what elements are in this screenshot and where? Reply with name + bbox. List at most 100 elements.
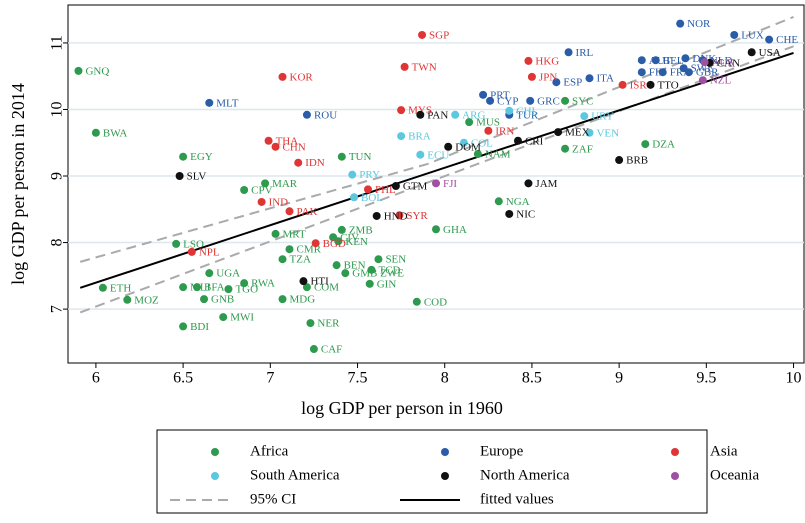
legend-label: Europe (480, 443, 524, 459)
point-label: GHA (443, 224, 467, 236)
point (397, 106, 406, 115)
point (372, 211, 381, 220)
point-label: SYC (572, 95, 593, 107)
point-label: FIN (649, 67, 667, 79)
point-label: AUS (712, 57, 734, 69)
y-axis-label: log GDP per person in 2014 (8, 83, 28, 285)
x-tick-label: 8.5 (522, 370, 542, 387)
point (193, 283, 202, 292)
point (658, 68, 667, 77)
point (278, 295, 287, 304)
point-label: TTO (658, 79, 679, 91)
point (637, 56, 646, 65)
point-label: NIC (516, 208, 535, 220)
point-label: DOM (455, 141, 481, 153)
x-tick-label: 6.5 (173, 370, 193, 387)
point (337, 152, 346, 161)
point-label: BRB (626, 155, 648, 167)
point (395, 211, 404, 220)
point (484, 126, 493, 135)
point (526, 96, 535, 105)
point (700, 58, 709, 67)
point-label: COM (314, 282, 339, 294)
point (451, 110, 460, 119)
legend-label: Asia (710, 443, 738, 459)
point (261, 179, 270, 188)
legend-box (156, 429, 708, 514)
point-label: COD (424, 296, 447, 308)
point-label: NER (317, 318, 340, 330)
point (341, 269, 350, 278)
legend-swatch (211, 448, 219, 456)
point (285, 245, 294, 254)
legend-label: fitted values (480, 491, 554, 507)
point (205, 98, 214, 107)
point-label: MAR (272, 178, 298, 190)
point-label: MDG (290, 294, 316, 306)
point-label: HND (384, 210, 408, 222)
point (172, 239, 181, 248)
point-label: HTI (310, 276, 329, 288)
point (513, 136, 522, 145)
x-tick-label: 7.5 (348, 370, 368, 387)
point (91, 128, 100, 137)
point (527, 72, 536, 81)
point-label: PHL (375, 184, 396, 196)
point (681, 54, 690, 63)
point-label: ROU (314, 109, 337, 121)
y-tick-label: 10 (49, 101, 66, 117)
x-tick-label: 9 (615, 370, 623, 387)
point-label: LSO (183, 238, 204, 250)
point (294, 158, 303, 167)
y-tick-label: 7 (49, 305, 66, 313)
point-label: ARG (462, 109, 485, 121)
point-label: TUR (516, 109, 539, 121)
point (505, 209, 514, 218)
point (615, 156, 624, 165)
x-tick-label: 9.5 (696, 370, 716, 387)
point (730, 30, 739, 39)
point-label: DZA (652, 139, 675, 151)
point (391, 181, 400, 190)
x-tick-label: 6 (92, 370, 100, 387)
point-label: SEN (385, 254, 406, 266)
point (684, 68, 693, 77)
point (524, 56, 533, 65)
point-label: IND (269, 196, 289, 208)
point-label: IRL (576, 47, 594, 59)
point-label: SYR (406, 210, 428, 222)
point-label: ESP (563, 77, 582, 89)
point (400, 62, 409, 71)
point-label: TUN (349, 151, 372, 163)
point-label: NPL (199, 246, 220, 258)
point (465, 118, 474, 127)
legend-label: South America (250, 467, 340, 483)
legend-label: Oceania (710, 467, 759, 483)
point-label: ZMB (349, 224, 373, 236)
point-label: GBR (696, 67, 719, 79)
point (240, 185, 249, 194)
point (618, 80, 627, 89)
point (264, 136, 273, 145)
point-label: GRC (537, 95, 560, 107)
point (412, 297, 421, 306)
point (332, 261, 341, 270)
x-tick-label: 8 (441, 370, 449, 387)
point (651, 56, 660, 65)
point (646, 80, 655, 89)
point-label: HKG (535, 55, 559, 67)
point-label: URY (591, 111, 614, 123)
point (175, 172, 184, 181)
point-label: CHE (776, 34, 798, 46)
x-axis-label: log GDP per person in 1960 (301, 398, 503, 418)
point-label: TCD (378, 264, 400, 276)
point (271, 229, 280, 238)
point (459, 138, 468, 147)
point-label: JAM (535, 178, 557, 190)
point (337, 225, 346, 234)
point-label: ETH (110, 282, 131, 294)
point-label: BOL (361, 192, 383, 204)
plot-frame (67, 4, 805, 364)
point-label: MYS (408, 105, 432, 117)
